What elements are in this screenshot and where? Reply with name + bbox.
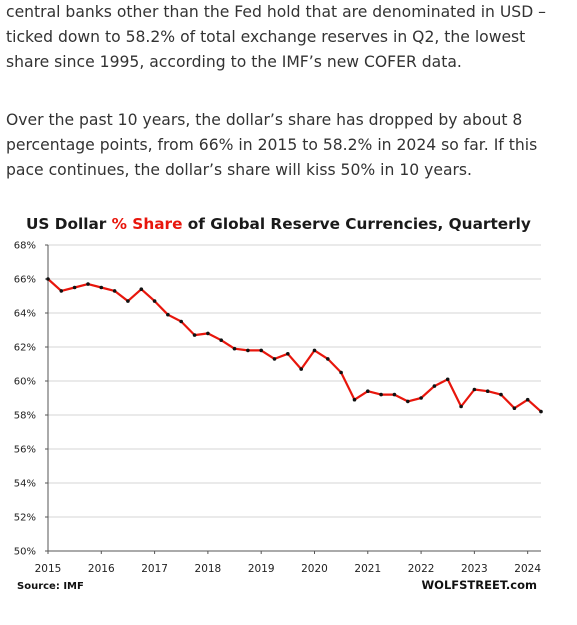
data-point [112, 289, 117, 293]
data-point [139, 287, 144, 291]
data-point [299, 367, 304, 371]
x-tick-label: 2015 [35, 563, 62, 575]
data-point [525, 397, 530, 402]
data-point [445, 377, 450, 382]
x-tick-labels: 2015 2016 2017 2018 2019 2020 2021 2022 2023 2024 [35, 563, 542, 575]
y-tick-label: 50% [14, 547, 36, 558]
data-point [46, 277, 50, 281]
x-tick-label: 2020 [301, 563, 328, 575]
data-markers [46, 277, 543, 414]
data-point [286, 352, 290, 356]
data-point [472, 387, 477, 392]
data-point [126, 299, 130, 303]
y-tick-label: 64% [14, 309, 36, 320]
x-tick-label: 2017 [141, 563, 168, 575]
x-tick-label: 2024 [514, 563, 541, 575]
x-tick-label: 2022 [408, 563, 435, 575]
data-point [192, 333, 197, 337]
data-point [512, 406, 517, 410]
data-point [485, 389, 490, 393]
data-point [406, 399, 410, 404]
data-point [232, 346, 237, 351]
y-tick-label: 52% [14, 513, 36, 524]
chart-title-part-1: US Dollar [26, 215, 112, 233]
data-point [152, 299, 157, 303]
y-tick-label: 56% [14, 445, 36, 456]
chart-title-highlight: % Share [111, 215, 183, 233]
axes [47, 245, 541, 554]
data-point [166, 312, 170, 317]
grid-lines [45, 244, 541, 552]
data-point [99, 285, 104, 290]
chart-title-part-3: of Global Reserve Currencies, Quarterly [182, 215, 531, 233]
article-paragraph-1: central banks other than the Fed hold th… [6, 3, 546, 71]
y-tick-label: 68% [14, 241, 36, 252]
y-tick-label: 60% [14, 377, 36, 388]
data-point [419, 396, 423, 400]
data-point [432, 384, 437, 388]
y-tick-label: 66% [14, 275, 36, 286]
data-point [459, 404, 463, 409]
chart-source: Source: IMF [17, 581, 84, 592]
data-point [219, 338, 223, 342]
data-point [352, 397, 357, 402]
data-point [366, 389, 370, 393]
series-line [47, 278, 542, 413]
data-point [379, 392, 383, 397]
x-tick-label: 2018 [195, 563, 222, 575]
data-point [86, 282, 90, 286]
data-point [499, 392, 503, 397]
y-tick-label: 62% [14, 343, 36, 354]
data-point [59, 289, 64, 293]
article-paragraph-2: Over the past 10 years, the dollar’s sha… [6, 111, 538, 179]
data-point [259, 348, 264, 353]
y-tick-label: 54% [14, 479, 36, 490]
x-tick-label: 2021 [354, 563, 381, 575]
data-point [179, 319, 183, 324]
chart-title: US Dollar % Share of Global Reserve Curr… [26, 215, 531, 233]
data-point [206, 331, 210, 336]
x-tick-label: 2019 [248, 563, 275, 575]
y-tick-labels: 50% 52% 54% 56% 58% 60% 62% 64% 66% 68% [14, 241, 36, 558]
chart: 50%52%54%56%58%60%62%64%66%68% 2015 2016 2… [14, 241, 543, 592]
x-tick-label: 2023 [461, 563, 488, 575]
data-point [392, 392, 397, 397]
data-point [339, 370, 343, 375]
data-point [72, 285, 77, 290]
data-point [272, 357, 277, 361]
x-tick-label: 2016 [88, 563, 115, 575]
data-point [246, 348, 250, 353]
chart-brand: WOLFSTREET.com [421, 578, 537, 592]
data-point [312, 348, 317, 353]
data-point [326, 357, 330, 361]
y-tick-label: 58% [14, 411, 36, 422]
data-point [539, 409, 543, 414]
